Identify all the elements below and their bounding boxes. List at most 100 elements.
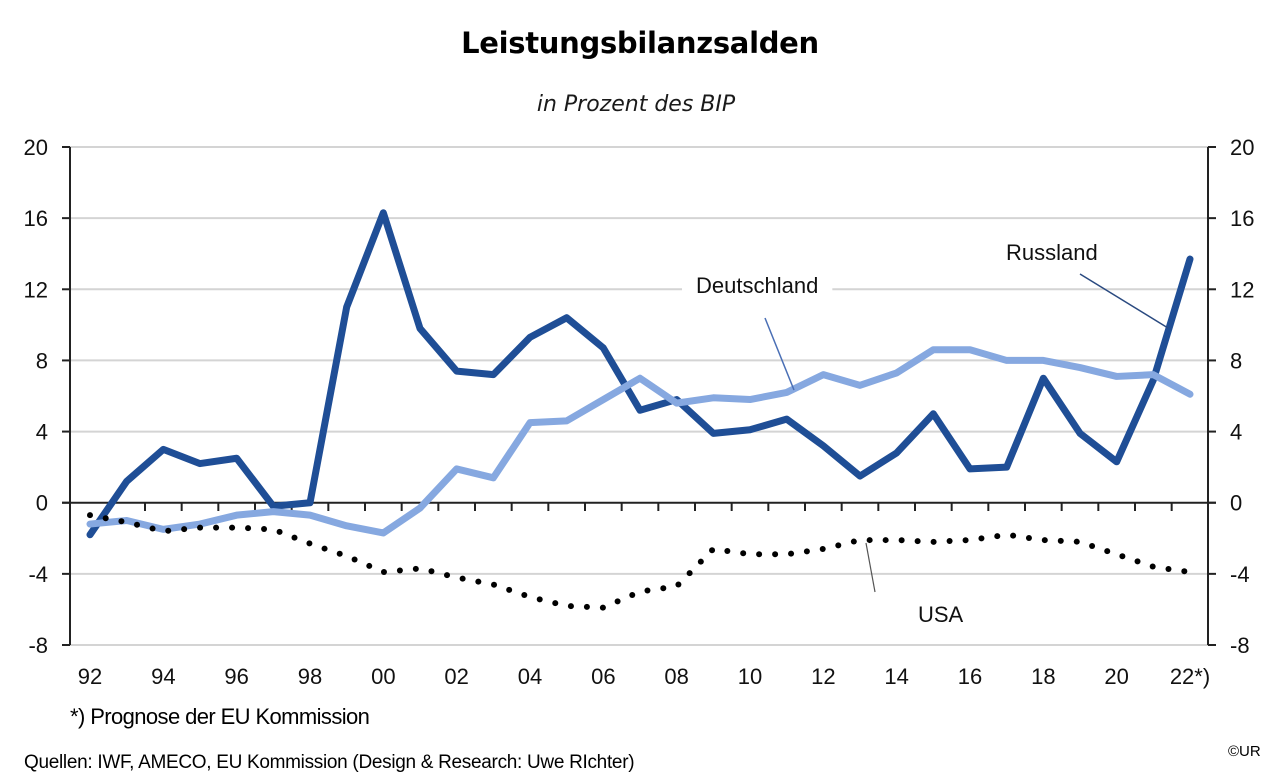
x-tick-label: 94 bbox=[151, 664, 175, 689]
usa-dot bbox=[583, 603, 590, 610]
x-tick-label: 14 bbox=[884, 664, 908, 689]
usa-dot bbox=[380, 569, 387, 576]
x-tick-label: 18 bbox=[1031, 664, 1055, 689]
x-tick-label: 16 bbox=[958, 664, 982, 689]
x-tick-label: 02 bbox=[444, 664, 468, 689]
usa-dot bbox=[118, 518, 125, 525]
usa-dot bbox=[1119, 553, 1126, 560]
usa-dot bbox=[1089, 542, 1096, 549]
usa-dot bbox=[898, 537, 905, 544]
usa-dot bbox=[946, 538, 953, 545]
annotation-leader-russland bbox=[1079, 273, 1169, 329]
usa-dot bbox=[709, 547, 716, 554]
usa-dot bbox=[772, 551, 779, 558]
usa-dot bbox=[788, 550, 795, 557]
y-tick-label-left: 20 bbox=[24, 135, 48, 160]
usa-dot bbox=[978, 535, 985, 542]
annotation-russland: Russland bbox=[1006, 240, 1098, 265]
y-tick-label-left: -8 bbox=[28, 633, 48, 658]
usa-dot bbox=[1149, 563, 1156, 570]
usa-dot bbox=[552, 600, 559, 607]
usa-dot bbox=[428, 568, 435, 575]
series-lines bbox=[86, 209, 1194, 611]
usa-dot bbox=[351, 556, 358, 563]
y-tick-label-right: -4 bbox=[1230, 562, 1250, 587]
usa-dot bbox=[229, 524, 236, 531]
usa-dot bbox=[336, 550, 343, 557]
sources-note: Quellen: IWF, AMECO, EU Kommission (Desi… bbox=[24, 752, 635, 773]
usa-dot bbox=[819, 546, 826, 553]
y-tick-label-left: 0 bbox=[36, 491, 48, 516]
usa-dot bbox=[102, 515, 109, 522]
usa-dot bbox=[675, 581, 682, 588]
usa-dot bbox=[506, 586, 513, 593]
usa-dot bbox=[276, 528, 283, 535]
usa-dot bbox=[697, 558, 704, 565]
usa-dot bbox=[1073, 538, 1080, 545]
footnote: *) Prognose der EU Kommission bbox=[70, 704, 370, 729]
usa-dot bbox=[930, 538, 937, 545]
usa-dot bbox=[134, 521, 141, 528]
usa-dot bbox=[213, 524, 220, 531]
y-tick-label-right: 8 bbox=[1230, 348, 1242, 373]
series-annotations: Deutschland Russland USA bbox=[682, 240, 1169, 627]
usa-dot bbox=[87, 512, 93, 519]
y-tick-label-right: 16 bbox=[1230, 206, 1254, 231]
usa-dot bbox=[994, 533, 1001, 540]
usa-dot bbox=[629, 592, 636, 599]
usa-dot bbox=[149, 525, 156, 532]
usa-dot bbox=[962, 537, 969, 544]
series-line-russland bbox=[86, 209, 1194, 539]
series-line-deutschland bbox=[86, 346, 1194, 537]
x-tick-label: 22*) bbox=[1170, 664, 1210, 689]
usa-dot bbox=[599, 604, 606, 611]
y-tick-label-left: 12 bbox=[24, 277, 48, 302]
usa-dot bbox=[914, 538, 921, 545]
usa-dot bbox=[306, 540, 313, 547]
usa-dot bbox=[866, 537, 873, 544]
x-tick-label: 06 bbox=[591, 664, 615, 689]
usa-dot bbox=[1010, 532, 1017, 539]
usa-dot bbox=[366, 562, 373, 569]
usa-dot bbox=[567, 603, 574, 610]
usa-dot bbox=[1104, 548, 1111, 555]
usa-dot bbox=[181, 526, 188, 533]
usa-dot bbox=[291, 534, 298, 541]
usa-dot bbox=[197, 524, 204, 531]
x-tick-label: 12 bbox=[811, 664, 835, 689]
usa-dot bbox=[756, 551, 763, 558]
usa-dot bbox=[536, 596, 543, 603]
chart-subtitle: in Prozent des BIP bbox=[536, 92, 736, 117]
usa-dot bbox=[321, 545, 328, 552]
usa-dot bbox=[724, 547, 731, 554]
usa-dot bbox=[803, 548, 810, 555]
usa-dot bbox=[850, 538, 857, 545]
usa-dot bbox=[882, 537, 889, 544]
x-tick-label: 96 bbox=[224, 664, 248, 689]
y-tick-label-right: 12 bbox=[1230, 277, 1254, 302]
usa-dot bbox=[740, 550, 747, 557]
usa-dot bbox=[412, 565, 419, 572]
usa-dot bbox=[475, 578, 482, 585]
usa-dot bbox=[396, 567, 403, 574]
x-tick-label: 92 bbox=[78, 664, 102, 689]
usa-dot bbox=[644, 587, 651, 594]
y-tick-label-left: 4 bbox=[36, 420, 48, 445]
usa-dot bbox=[245, 525, 252, 532]
y-tick-label-right: 4 bbox=[1230, 420, 1242, 445]
y-tick-label-right: 20 bbox=[1230, 135, 1254, 160]
chart-title: Leistungsbilanzsalden bbox=[461, 26, 819, 60]
y-tick-label-right: -8 bbox=[1230, 633, 1250, 658]
usa-dot bbox=[660, 585, 667, 592]
y-tick-label-left: 8 bbox=[36, 348, 48, 373]
series-usa bbox=[87, 512, 1188, 611]
usa-dot bbox=[261, 525, 268, 532]
usa-dot bbox=[835, 542, 842, 549]
annotation-usa: USA bbox=[918, 602, 964, 627]
usa-dot bbox=[614, 598, 621, 605]
y-tick-label-left: 16 bbox=[24, 206, 48, 231]
x-tick-label: 04 bbox=[518, 664, 542, 689]
x-tick-label: 98 bbox=[298, 664, 322, 689]
